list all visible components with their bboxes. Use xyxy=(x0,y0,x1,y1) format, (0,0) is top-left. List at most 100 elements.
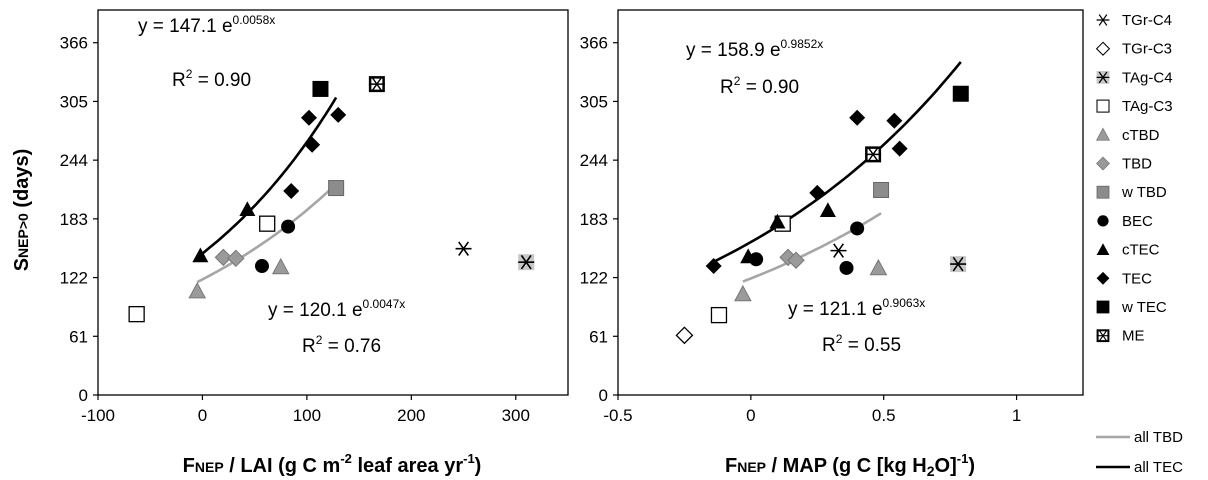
legend-item: w TBD xyxy=(1096,184,1167,201)
x-tick-label: -100 xyxy=(81,406,115,425)
legend-line-item: all TBD xyxy=(1096,429,1183,446)
x-tick-label: 100 xyxy=(293,406,321,425)
plot-frame-right xyxy=(617,9,1084,396)
point-w-tbd xyxy=(873,181,890,198)
point-tec xyxy=(304,136,321,153)
point-ctec xyxy=(819,202,836,217)
legend-label: TGr-C4 xyxy=(1122,12,1172,29)
legend-label: ME xyxy=(1122,328,1145,345)
y-tick-label: 183 xyxy=(60,210,88,229)
legend-label: TAg-C3 xyxy=(1122,98,1173,115)
r2-tbd-left: R2 = 0.76 xyxy=(302,333,381,357)
point-w-tec xyxy=(312,80,329,97)
point-tbd xyxy=(787,251,805,269)
legend-label: BEC xyxy=(1122,213,1153,230)
x-tick-label: 200 xyxy=(397,406,425,425)
point-bec xyxy=(281,219,296,234)
legend-item: TEC xyxy=(1096,270,1152,287)
plot-frame-left xyxy=(97,9,569,396)
point-tgr-c4 xyxy=(830,243,847,258)
y-tick-label: 366 xyxy=(580,34,608,53)
point-ctec xyxy=(192,247,209,263)
y-tick-label: 305 xyxy=(60,92,88,111)
legend-item: cTEC xyxy=(1096,242,1160,259)
point-me xyxy=(368,76,385,93)
x-tick-label: 0 xyxy=(198,406,207,425)
legend-label: cTBD xyxy=(1122,127,1160,144)
point-tag-c3 xyxy=(128,305,145,323)
x-tick-label: 0.5 xyxy=(872,406,896,425)
legend-label: TEC xyxy=(1122,270,1152,287)
point-ctec xyxy=(769,213,786,229)
point-tec xyxy=(330,106,347,123)
legend-item: ME xyxy=(1096,328,1145,345)
asterisk-icon xyxy=(1096,14,1110,26)
point-ctbd xyxy=(188,281,207,299)
legend-label: w TBD xyxy=(1121,184,1167,201)
equation-tbd-left: y = 120.1 e0.0047x xyxy=(268,297,405,321)
y-tick-label: 0 xyxy=(599,386,608,405)
point-tbd xyxy=(214,248,233,267)
y-tick-label: 244 xyxy=(60,151,88,170)
y-tick-label: 183 xyxy=(580,210,608,229)
legend-label: cTEC xyxy=(1122,242,1160,259)
point-ctbd xyxy=(734,284,752,302)
grey-square-asterisk-icon xyxy=(1096,71,1110,84)
legend-item: TGr-C3 xyxy=(1095,41,1172,58)
data-points-right xyxy=(675,85,969,345)
black-diamond-icon xyxy=(1096,271,1110,285)
point-tec xyxy=(849,109,866,126)
fit-line-all-tec xyxy=(196,96,338,259)
point-ctbd xyxy=(271,257,290,275)
grey-diamond-icon xyxy=(1096,156,1110,171)
black-square-icon xyxy=(1096,300,1110,314)
point-me xyxy=(865,146,882,163)
equation-tec-right: y = 158.9 e0.9852x xyxy=(686,37,823,61)
legend-label: w TEC xyxy=(1121,299,1167,316)
point-tag-c3 xyxy=(710,306,728,324)
legend-item: TGr-C4 xyxy=(1096,12,1172,29)
point-tec xyxy=(705,258,722,275)
point-tec xyxy=(891,140,908,157)
y-tick-label: 244 xyxy=(580,151,608,170)
y-tick-label: 122 xyxy=(60,269,88,288)
point-tec xyxy=(886,112,903,129)
r2-tec-right: R2 = 0.90 xyxy=(720,74,799,98)
point-tag-c3 xyxy=(259,215,276,232)
point-w-tbd xyxy=(328,180,345,197)
point-tbd xyxy=(227,249,245,268)
point-tag-c4 xyxy=(950,256,967,273)
boxed-asterisk-icon xyxy=(1096,329,1110,343)
x-axis-label-right: FNEP / MAP (g C [kg H2O]-1) xyxy=(725,451,975,479)
legend-item: TAg-C3 xyxy=(1096,98,1173,115)
point-tag-c4 xyxy=(518,254,535,271)
legend-label: TGr-C3 xyxy=(1122,41,1172,58)
point-tec xyxy=(300,109,317,126)
y-tick-label: 61 xyxy=(589,327,608,346)
x-tick-label: 300 xyxy=(502,406,530,425)
fit-line-all-tec xyxy=(713,61,962,263)
black-triangle-icon xyxy=(1096,243,1110,256)
y-tick-label: 366 xyxy=(60,34,88,53)
point-ctbd xyxy=(869,258,888,276)
legend-line-item: all TEC xyxy=(1096,459,1183,476)
legend-label: TBD xyxy=(1122,156,1152,173)
y-tick-label: 305 xyxy=(580,92,608,111)
y-axis-label: SNEP>0 (days) xyxy=(11,149,33,272)
open-square-icon xyxy=(1096,99,1110,113)
equation-tec-left: y = 147.1 e0.0058x xyxy=(138,13,275,37)
point-bec xyxy=(850,221,865,236)
point-tec xyxy=(283,182,300,199)
fit-line-all-tbd xyxy=(196,183,338,284)
black-circle-icon xyxy=(1097,215,1109,227)
x-tick-label: 1 xyxy=(1012,406,1021,425)
point-tgr-c4 xyxy=(455,241,472,256)
x-tick-label: -0.5 xyxy=(603,406,632,425)
point-ctec xyxy=(740,248,757,264)
x-axis-label-left: FNEP / LAI (g C m-2 leaf area yr-1) xyxy=(183,451,482,477)
